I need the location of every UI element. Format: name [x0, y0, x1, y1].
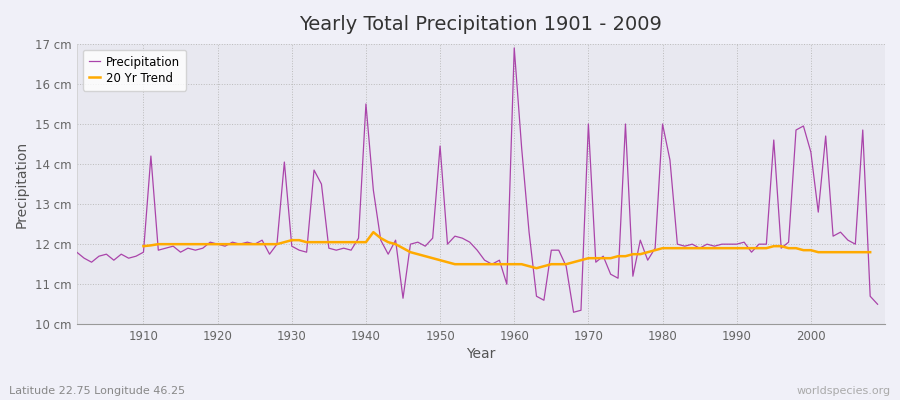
20 Yr Trend — [309, 240, 320, 244]
Precipitation — [568, 310, 579, 315]
20 Yr Trend — [331, 240, 342, 244]
20 Yr Trend — [368, 230, 379, 234]
Precipitation — [872, 302, 883, 307]
Precipitation — [508, 46, 519, 50]
20 Yr Trend — [724, 246, 734, 250]
Y-axis label: Precipitation: Precipitation — [15, 140, 29, 228]
20 Yr Trend — [361, 240, 372, 244]
20 Yr Trend — [865, 250, 876, 254]
Text: worldspecies.org: worldspecies.org — [796, 386, 891, 396]
Line: 20 Yr Trend: 20 Yr Trend — [143, 232, 870, 268]
20 Yr Trend — [538, 264, 549, 268]
Precipitation — [130, 254, 141, 258]
Precipitation — [293, 248, 304, 252]
20 Yr Trend — [531, 266, 542, 270]
Precipitation — [517, 146, 527, 150]
Title: Yearly Total Precipitation 1901 - 2009: Yearly Total Precipitation 1901 - 2009 — [300, 15, 662, 34]
Text: Latitude 22.75 Longitude 46.25: Latitude 22.75 Longitude 46.25 — [9, 386, 185, 396]
Legend: Precipitation, 20 Yr Trend: Precipitation, 20 Yr Trend — [83, 50, 186, 90]
Line: Precipitation: Precipitation — [76, 48, 878, 312]
X-axis label: Year: Year — [466, 347, 496, 361]
Precipitation — [613, 276, 624, 281]
Precipitation — [71, 250, 82, 254]
Precipitation — [338, 246, 349, 250]
Precipitation — [501, 282, 512, 287]
20 Yr Trend — [138, 244, 148, 248]
20 Yr Trend — [508, 262, 519, 266]
